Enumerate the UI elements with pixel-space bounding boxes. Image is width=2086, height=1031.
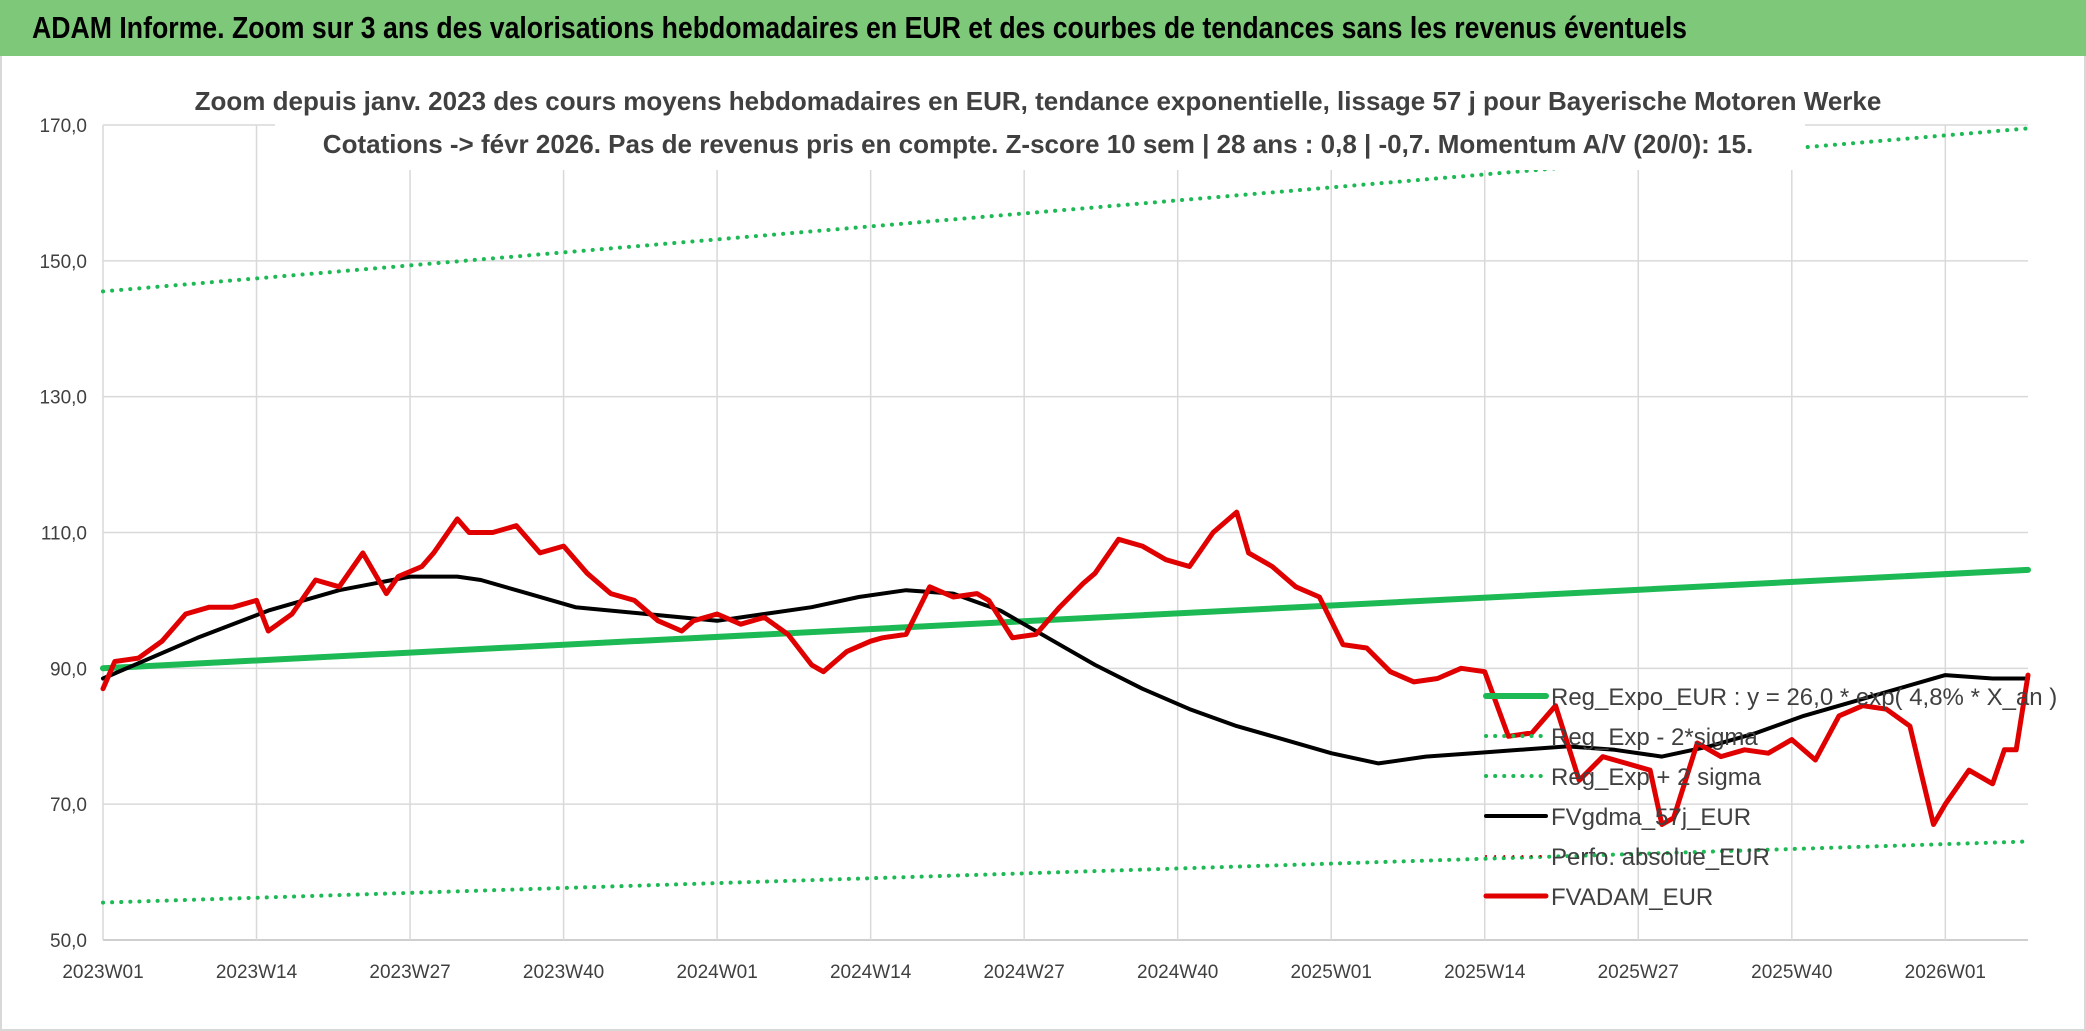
legend-label: FVADAM_EUR [1551, 884, 1713, 911]
x-tick-label: 2023W40 [523, 962, 604, 983]
report-title: ADAM Informe. Zoom sur 3 ans des valoris… [32, 10, 1687, 45]
x-tick-label: 2023W01 [62, 962, 143, 983]
chart-ticks: 50,0 70,0 90,0 110,0 130,0 150,0 170,0 2023W01 2… [39, 116, 1986, 983]
legend-label: FVgdma_57j_EUR [1551, 804, 1751, 831]
x-tick-label: 2025W27 [1598, 962, 1679, 983]
x-tick-label: 2024W01 [676, 962, 757, 983]
x-tick-label: 2026W01 [1905, 962, 1986, 983]
y-tick-label: 110,0 [41, 524, 87, 545]
series-line-1 [101, 839, 2030, 905]
x-tick-label: 2025W01 [1291, 962, 1372, 983]
y-tick-label: 50,0 [50, 931, 87, 952]
x-tick-label: 2024W27 [983, 962, 1064, 983]
x-tick-label: 2025W14 [1444, 962, 1526, 983]
legend-label: Reg_Exp + 2 sigma [1551, 764, 1762, 791]
x-tick-label: 2025W40 [1751, 962, 1832, 983]
chart-title-background [275, 80, 1805, 170]
series-line-5 [100, 509, 2031, 827]
legend-label: Perfo. absolue_EUR [1551, 844, 1770, 871]
chart-title-box: Zoom depuis janv. 2023 des cours moyens … [195, 80, 1882, 170]
x-tick-label: 2023W27 [369, 962, 450, 983]
x-tick-label: 2024W14 [830, 962, 912, 983]
chart-frame [0, 56, 2086, 1031]
y-tick-label: 130,0 [39, 388, 87, 409]
y-tick-label: 90,0 [50, 659, 87, 680]
series-line-3 [101, 574, 2030, 766]
y-tick-label: 150,0 [39, 252, 87, 273]
chart-title-line-2: Cotations -> févr 2026. Pas de revenus p… [323, 129, 1753, 159]
series-line-0 [100, 566, 2031, 672]
x-tick-label: 2023W14 [216, 962, 298, 983]
legend-label: Reg_Expo_EUR : y = 26,0 * exp( 4,8% * X_… [1551, 684, 2057, 711]
chart-series [100, 126, 2031, 905]
chart-title-line-1: Zoom depuis janv. 2023 des cours moyens … [195, 86, 1882, 116]
legend-label: Reg_Exp - 2*sigma [1551, 724, 1758, 751]
chart-legend: Reg_Expo_EUR : y = 26,0 * exp( 4,8% * X_… [1483, 684, 2057, 911]
y-tick-label: 170,0 [39, 116, 87, 137]
y-tick-label: 70,0 [50, 795, 87, 816]
report-banner: ADAM Informe. Zoom sur 3 ans des valoris… [0, 0, 2086, 56]
x-tick-label: 2024W40 [1137, 962, 1218, 983]
